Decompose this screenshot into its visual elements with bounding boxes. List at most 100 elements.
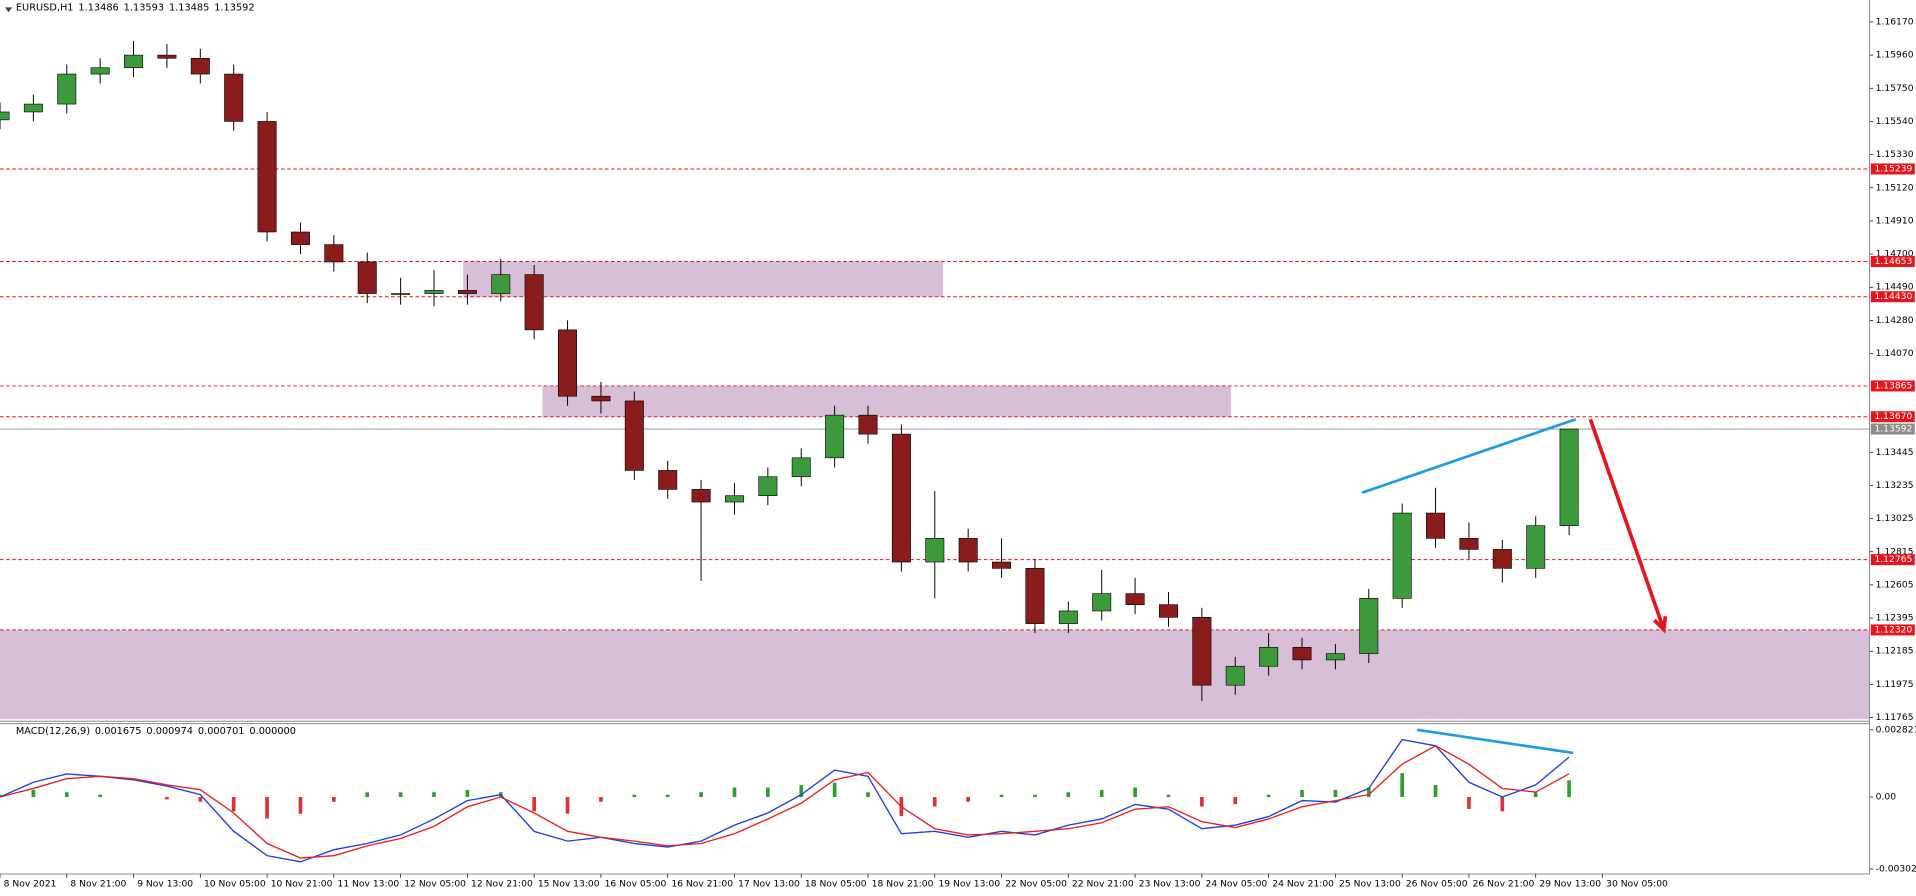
histogram-bar — [732, 787, 737, 798]
candle-body — [1325, 653, 1345, 661]
header-value: 0.000974 — [146, 726, 193, 737]
x-tick-label: 9 Nov 13:00 — [137, 878, 193, 889]
y-tick-label: 0.00 — [1876, 792, 1897, 803]
y-tick-label: 1.14910 — [1876, 215, 1914, 226]
histogram-bar — [1266, 794, 1271, 798]
y-tick-label: 1.15330 — [1876, 149, 1914, 160]
candle-body — [858, 414, 878, 435]
histogram-bar — [766, 787, 770, 798]
histogram-bar — [432, 792, 436, 798]
symbol-menu-arrow[interactable] — [4, 7, 13, 13]
level-label-box — [1870, 380, 1915, 392]
y-tick-label: 1.12185 — [1876, 646, 1914, 657]
histogram-bar — [799, 785, 804, 798]
candle-body — [691, 489, 711, 503]
trendline — [1361, 417, 1577, 494]
histogram-bar — [565, 797, 570, 814]
candle-body — [558, 329, 578, 397]
histogram-bar — [966, 797, 971, 802]
candle-body — [791, 457, 811, 478]
candle-body — [1158, 604, 1178, 618]
x-tick-label: 17 Nov 13:00 — [738, 878, 800, 889]
histogram-bar — [1133, 787, 1137, 798]
y-tick-label: 1.15750 — [1876, 83, 1914, 94]
candle-body — [925, 538, 945, 563]
y-tick-label: 1.11975 — [1876, 679, 1914, 690]
current-price-box — [1870, 423, 1915, 435]
histogram-bar — [699, 792, 703, 798]
candle-body — [1092, 593, 1112, 612]
histogram-bar — [332, 797, 336, 802]
candle-body — [190, 57, 210, 75]
candle-body — [624, 400, 644, 471]
candle-body — [1259, 646, 1279, 667]
x-tick-label: 29 Nov 13:00 — [1539, 878, 1601, 889]
y-tick-label: 1.14700 — [1876, 249, 1914, 260]
header-value: 1.13592 — [214, 2, 254, 13]
histogram-bar — [1366, 787, 1371, 798]
histogram-bar — [599, 797, 603, 802]
histogram-bar — [0, 794, 2, 798]
level-label-box — [1870, 554, 1915, 566]
header-value: 1.13486 — [78, 2, 118, 13]
candle-body — [1058, 610, 1078, 624]
level-label: 1.15239 — [1874, 163, 1912, 174]
histogram-bar — [1099, 789, 1104, 798]
header-value: 0.000701 — [198, 726, 245, 737]
y-tick-label: -0.00302 — [1876, 863, 1916, 874]
level-label-box — [1870, 411, 1915, 423]
y-tick-label: 1.11765 — [1876, 712, 1914, 723]
histogram-bar — [298, 797, 303, 814]
y-tick-label: 1.16170 — [1876, 16, 1914, 27]
y-tick-label: 1.13445 — [1876, 447, 1914, 458]
x-tick-label: 15 Nov 13:00 — [538, 878, 600, 889]
candle-body — [1125, 593, 1145, 605]
header-value: 1.13593 — [124, 2, 164, 13]
candle-body — [958, 538, 978, 563]
histogram-bar — [532, 797, 536, 812]
candle-body — [758, 476, 778, 497]
histogram-bar — [1500, 797, 1505, 812]
y-tick-label: 1.15960 — [1876, 50, 1914, 61]
x-tick-label: 12 Nov 21:00 — [471, 878, 533, 889]
candle-body — [491, 274, 511, 294]
histogram-bar — [1333, 789, 1338, 798]
histogram-bar — [1166, 794, 1171, 798]
candle-body — [457, 290, 477, 294]
candle-body — [524, 274, 544, 331]
y-tick-label: 1.13235 — [1876, 480, 1914, 491]
candle-body — [224, 73, 244, 122]
x-tick-label: 16 Nov 05:00 — [605, 878, 667, 889]
histogram-bar — [1433, 785, 1438, 798]
x-tick-label: 24 Nov 21:00 — [1272, 878, 1334, 889]
level-label: 1.12320 — [1874, 624, 1912, 635]
histogram-bar — [1066, 792, 1071, 798]
panel-title: MACD(12,26,9) — [16, 726, 90, 737]
histogram-bar — [1567, 780, 1571, 798]
level-label: 1.13670 — [1874, 411, 1912, 422]
candle-body — [1225, 665, 1245, 686]
x-tick-label: 8 Nov 21:00 — [70, 878, 126, 889]
candle-body — [1492, 549, 1512, 569]
x-tick-label: 18 Nov 21:00 — [872, 878, 934, 889]
x-tick-label: 18 Nov 05:00 — [805, 878, 867, 889]
candle-body — [124, 54, 144, 69]
candle-body — [90, 67, 110, 75]
candle-body — [57, 73, 77, 105]
y-tick-label: 1.15120 — [1876, 182, 1914, 193]
histogram-bar — [999, 794, 1004, 798]
panel-header: EURUSD,H1 1.13486 1.13593 1.13485 1.13592 — [16, 2, 255, 13]
candle-body — [992, 561, 1012, 569]
panel-header: MACD(12,26,9) 0.001675 0.000974 0.000701 0.0… — [16, 726, 296, 737]
x-tick-label: 22 Nov 21:00 — [1072, 878, 1134, 889]
level-label-box — [1870, 624, 1915, 636]
level-label: 1.13865 — [1874, 380, 1912, 391]
candle-body — [324, 244, 344, 263]
histogram-bar — [1033, 794, 1037, 798]
level-label-box — [1870, 256, 1915, 268]
panel-title: EURUSD,H1 — [16, 2, 74, 13]
level-label: 1.12765 — [1874, 554, 1912, 565]
candle-body — [1426, 512, 1446, 539]
